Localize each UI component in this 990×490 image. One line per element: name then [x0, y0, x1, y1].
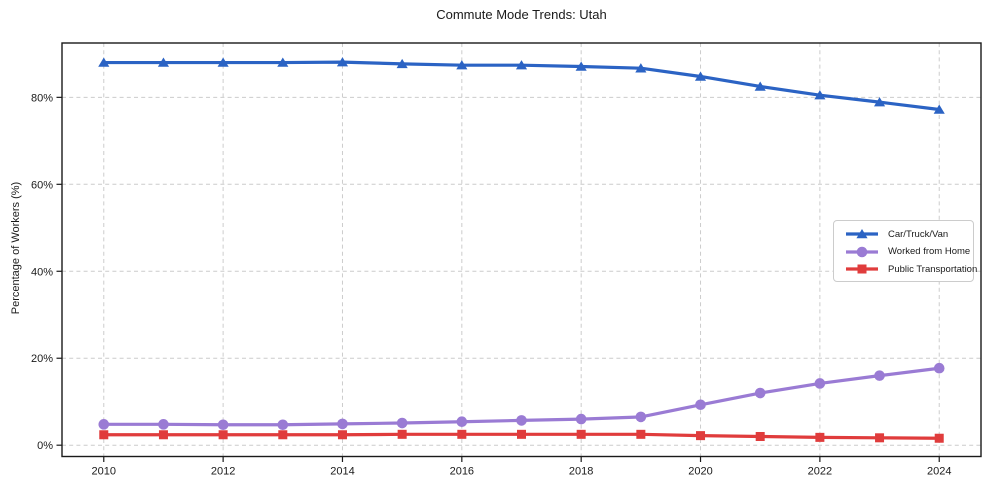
x-tick-label: 2022 — [808, 466, 832, 478]
chart-title: Commute Mode Trends: Utah — [436, 7, 607, 22]
legend: Car/Truck/Van Worked from Home Public Tr… — [833, 220, 977, 282]
legend-item-car-truck-van: Car/Truck/Van — [845, 226, 967, 242]
x-tick-label: 2014 — [330, 466, 354, 478]
legend-marker-car-truck-van — [846, 228, 878, 239]
legend-marker-public-transportation — [846, 264, 878, 274]
x-tick-label: 2010 — [92, 466, 116, 478]
x-tick-label: 2024 — [927, 466, 951, 478]
x-tick-label: 2020 — [688, 466, 712, 478]
legend-label-car-truck-van: Car/Truck/Van — [888, 228, 949, 240]
legend-label-worked-from-home: Worked from Home — [888, 246, 971, 257]
tick-labels: 0% 20% 40% 60% 80% 2010 2012 2014 2016 2018 2020 20… — [31, 92, 952, 477]
legend-item-worked-from-home: Worked from Home — [845, 244, 971, 260]
tick-marks — [56, 96, 940, 462]
y-tick-label: 20% — [31, 353, 53, 365]
y-tick-label: 60% — [31, 179, 53, 191]
y-tick-label: 40% — [31, 266, 53, 278]
y-tick-label: 80% — [31, 92, 53, 104]
series-public-transportation — [99, 429, 944, 443]
x-tick-label: 2016 — [450, 466, 474, 478]
x-tick-label: 2018 — [569, 466, 593, 478]
plot-spines — [61, 42, 982, 458]
x-tick-label: 2012 — [211, 466, 235, 478]
legend-label-public-transportation: Public Transportation — [888, 263, 978, 275]
y-tick-label: 0% — [37, 440, 53, 452]
legend-item-public-transportation: Public Transportation — [845, 261, 977, 277]
series-car-truck-van — [98, 57, 945, 114]
legend-marker-worked-from-home — [846, 246, 878, 257]
series-worked-from-home — [98, 362, 945, 431]
